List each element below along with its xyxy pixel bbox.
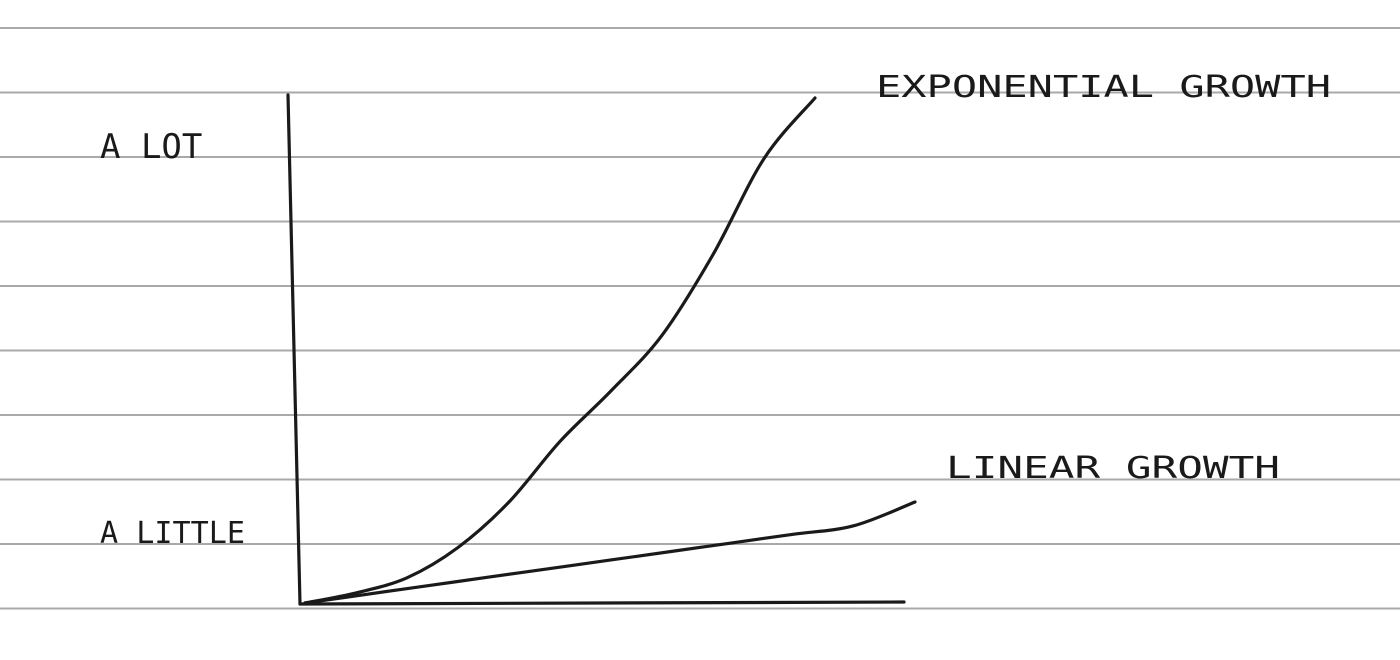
linear-growth-line	[303, 500, 917, 605]
x-axis-line	[298, 600, 906, 606]
chart-axes	[286, 93, 906, 606]
exponential-growth-curve	[303, 96, 817, 605]
y-tick-label-a-lot: A LOT	[100, 127, 202, 167]
notebook-rule-lines	[0, 27, 1400, 610]
y-tick-label-a-little: A LITTLE	[100, 516, 245, 551]
series-label-exponential-growth: EXPONENTIAL GROWTH	[876, 70, 1331, 105]
series-label-linear-growth: LINEAR GROWTH	[946, 451, 1280, 486]
chart-series	[303, 96, 917, 605]
y-axis-line	[286, 93, 302, 606]
